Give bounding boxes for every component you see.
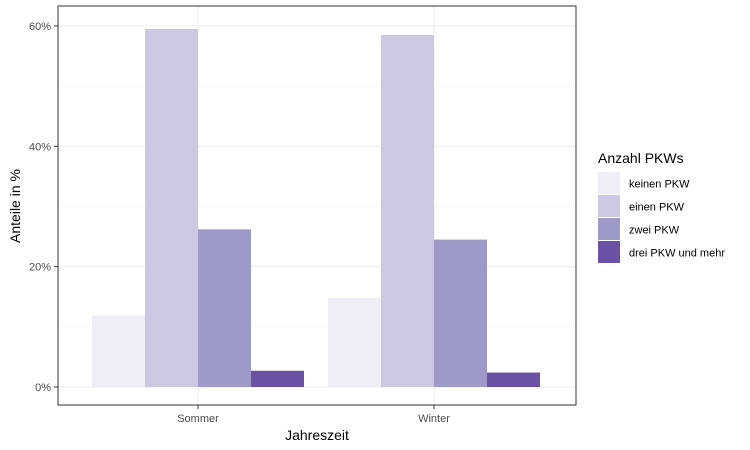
y-tick-label: 20% [29,262,51,274]
plot-panel-border [57,5,577,406]
bar-winter-1 [328,297,381,387]
y-tick-label: 40% [29,141,51,153]
legend-label: drei PKW und mehr [629,248,725,260]
y-axis-title: Anteile in % [7,169,23,243]
y-tick-label: 60% [29,21,51,33]
legend: Anzahl PKWs keinen PKW einen PKW zwei PKW d… [598,150,725,263]
legend-title: Anzahl PKWs [598,150,684,166]
legend-key [598,195,620,217]
bar-sommer-4 [251,370,304,387]
x-axis: Sommer Winter [177,405,450,425]
bars [92,29,540,388]
x-axis-title: Jahreszeit [285,427,349,443]
bar-winter-4 [487,372,540,387]
legend-key [598,241,620,263]
bar-winter-3 [434,239,487,387]
x-tick-label: Winter [418,413,450,425]
bar-sommer-1 [92,315,145,387]
bar-sommer-3 [198,229,251,387]
bar-sommer-2 [145,29,198,388]
x-tick-label: Sommer [177,413,219,425]
legend-key [598,172,620,194]
bar-winter-2 [381,35,434,388]
y-tick-label: 0% [35,382,51,394]
y-axis: 0% 20% 40% 60% [29,21,58,394]
legend-label: keinen PKW [629,179,690,191]
legend-key [598,218,620,240]
legend-label: einen PKW [629,202,685,214]
legend-label: zwei PKW [629,225,680,237]
